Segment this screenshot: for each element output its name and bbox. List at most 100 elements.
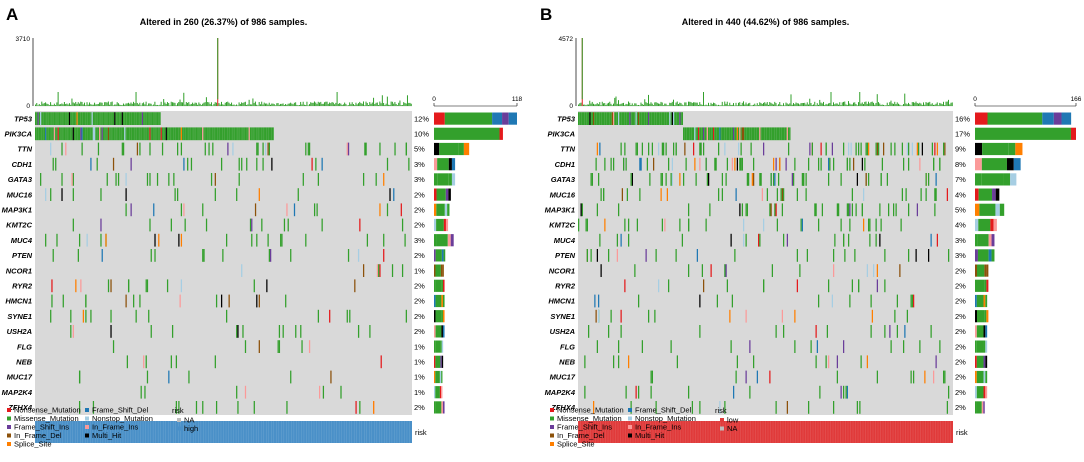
gene-count-segment bbox=[441, 386, 443, 399]
gene-label: NCOR1 bbox=[549, 266, 575, 275]
gene-pct: 2% bbox=[414, 221, 425, 230]
tmb-bar bbox=[332, 102, 334, 106]
mutation-cell bbox=[589, 112, 591, 125]
mutation-cell bbox=[586, 218, 588, 232]
gene-pct: 16% bbox=[955, 114, 970, 123]
tmb-bar bbox=[795, 102, 797, 106]
mutation-cell bbox=[129, 127, 131, 141]
mutation-cell bbox=[783, 233, 785, 247]
tmb-bar bbox=[653, 105, 654, 106]
mutation-cell bbox=[931, 142, 933, 156]
mutation-cell bbox=[675, 142, 677, 156]
tmb-bar bbox=[145, 101, 147, 106]
gene-count-segment bbox=[984, 264, 987, 277]
tmb-bar bbox=[750, 105, 752, 106]
tmb-bar bbox=[121, 105, 123, 106]
tmb-ymin-label: 0 bbox=[569, 103, 573, 110]
mutation-cell bbox=[783, 325, 785, 338]
gene-pct: 2% bbox=[414, 282, 425, 291]
mutation-cell bbox=[658, 142, 660, 156]
gene-row-MUC16: MUC16 4% bbox=[550, 188, 1000, 201]
mutation-cell bbox=[214, 188, 216, 201]
tmb-bar bbox=[723, 105, 724, 106]
mutation-cell bbox=[719, 127, 721, 141]
tmb-bar bbox=[297, 105, 299, 106]
gene-pct: 4% bbox=[955, 190, 966, 199]
mutation-cell bbox=[774, 127, 776, 141]
mutation-cell bbox=[256, 157, 258, 171]
mutation-cell bbox=[77, 127, 79, 141]
mutation-cell bbox=[53, 127, 56, 141]
mutation-cell bbox=[150, 127, 152, 141]
mutation-cell bbox=[158, 127, 160, 141]
mutation-cell bbox=[52, 157, 54, 171]
mutation-cell bbox=[805, 173, 807, 186]
mutation-cell bbox=[96, 127, 98, 141]
mutation-cell bbox=[56, 127, 58, 141]
mutation-cell bbox=[610, 112, 612, 125]
mutation-cell bbox=[263, 127, 265, 141]
legend-swatch bbox=[628, 433, 632, 438]
mutation-cell bbox=[317, 309, 320, 323]
mutation-cell bbox=[745, 203, 747, 217]
tmb-bar bbox=[626, 104, 628, 106]
mutation-cell bbox=[97, 142, 100, 156]
gene-count-segment bbox=[443, 249, 446, 262]
tmb-bar bbox=[644, 99, 646, 106]
tmb-bar bbox=[755, 105, 757, 106]
legend-risk-item: low bbox=[727, 416, 739, 425]
mutation-cell bbox=[72, 127, 74, 141]
mutation-cell bbox=[746, 127, 748, 141]
mutation-cell bbox=[833, 249, 835, 262]
mutation-cell bbox=[246, 157, 248, 171]
mutation-cell bbox=[91, 112, 93, 125]
tmb-bar bbox=[68, 103, 70, 106]
mutation-cell bbox=[70, 309, 72, 323]
mutation-cell bbox=[626, 112, 628, 125]
mutation-cell bbox=[357, 325, 360, 338]
gene-count-bar bbox=[434, 401, 445, 414]
tmb-bar bbox=[47, 104, 49, 106]
tmb-bar bbox=[786, 103, 788, 106]
mutation-cell bbox=[195, 127, 198, 141]
mutation-cell bbox=[53, 112, 56, 125]
tmb-bar bbox=[150, 103, 152, 106]
gene-pct: 3% bbox=[955, 236, 966, 245]
mutation-cell bbox=[251, 127, 253, 141]
gene-label: PIK3CA bbox=[547, 130, 575, 139]
gene-count-segment bbox=[450, 234, 454, 247]
mutation-cell bbox=[695, 173, 697, 186]
legend-swatch bbox=[85, 425, 89, 429]
mutation-cell bbox=[46, 127, 48, 141]
tmb-bar bbox=[916, 103, 918, 106]
tmb-bar bbox=[362, 101, 364, 106]
mutation-cell bbox=[146, 370, 149, 384]
mutation-cell bbox=[82, 127, 85, 141]
mutation-cell bbox=[625, 157, 627, 171]
mutation-cell bbox=[770, 127, 772, 141]
gene-count-segment bbox=[435, 355, 441, 368]
tmb-bar bbox=[950, 102, 952, 106]
tmb-bar bbox=[210, 102, 212, 106]
mutation-cell bbox=[383, 233, 385, 247]
gene-count-segment bbox=[976, 370, 984, 384]
mutation-cell bbox=[609, 112, 611, 125]
gene-count-segment bbox=[435, 310, 442, 323]
gene-row-NEB: NEB 1% bbox=[16, 355, 444, 369]
mutation-cell bbox=[734, 249, 736, 262]
mutation-cell bbox=[699, 294, 701, 308]
mutation-cell bbox=[659, 112, 661, 125]
gene-count-segment bbox=[987, 112, 1043, 125]
mutation-cell bbox=[734, 127, 736, 141]
mutation-cell bbox=[184, 127, 186, 141]
tmb-bar bbox=[880, 104, 882, 106]
gene-count-segment bbox=[976, 401, 982, 414]
mutation-cell bbox=[215, 401, 218, 414]
mutation-cell bbox=[261, 127, 263, 141]
tmb-bar bbox=[715, 104, 717, 106]
tmb-bar bbox=[126, 103, 128, 106]
mutation-cell bbox=[104, 127, 106, 141]
gene-row-RYR2: RYR2 2% bbox=[555, 279, 989, 293]
tmb-bar bbox=[815, 105, 817, 106]
